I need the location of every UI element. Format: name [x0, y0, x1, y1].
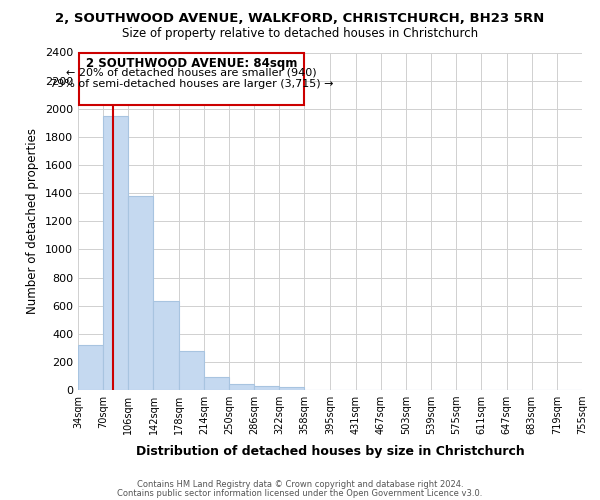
Text: Contains HM Land Registry data © Crown copyright and database right 2024.: Contains HM Land Registry data © Crown c… — [137, 480, 463, 489]
Bar — [229, 384, 254, 390]
Bar — [179, 352, 204, 390]
Bar — [254, 386, 280, 390]
Bar — [280, 387, 304, 390]
Bar — [78, 345, 103, 390]
Text: Size of property relative to detached houses in Christchurch: Size of property relative to detached ho… — [122, 28, 478, 40]
Bar — [103, 116, 128, 390]
Y-axis label: Number of detached properties: Number of detached properties — [26, 128, 40, 314]
Text: 2, SOUTHWOOD AVENUE, WALKFORD, CHRISTCHURCH, BH23 5RN: 2, SOUTHWOOD AVENUE, WALKFORD, CHRISTCHU… — [55, 12, 545, 26]
X-axis label: Distribution of detached houses by size in Christchurch: Distribution of detached houses by size … — [136, 446, 524, 458]
Text: ← 20% of detached houses are smaller (940): ← 20% of detached houses are smaller (94… — [66, 68, 317, 78]
Text: Contains public sector information licensed under the Open Government Licence v3: Contains public sector information licen… — [118, 489, 482, 498]
FancyBboxPatch shape — [79, 53, 304, 104]
Bar — [128, 196, 154, 390]
Bar — [204, 376, 229, 390]
Bar — [154, 302, 179, 390]
Text: 2 SOUTHWOOD AVENUE: 84sqm: 2 SOUTHWOOD AVENUE: 84sqm — [86, 56, 297, 70]
Text: 79% of semi-detached houses are larger (3,715) →: 79% of semi-detached houses are larger (… — [50, 79, 334, 89]
